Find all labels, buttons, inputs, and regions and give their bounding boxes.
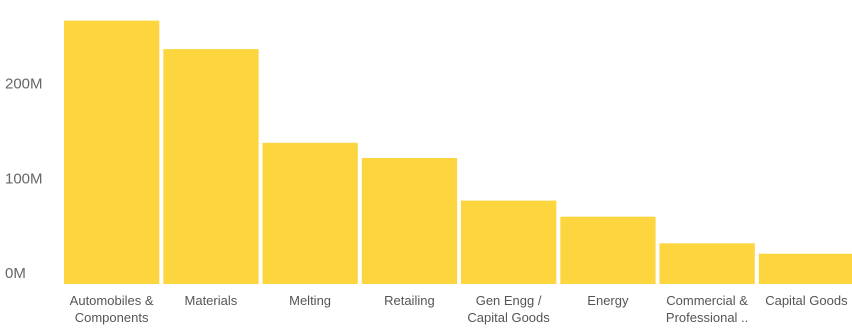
bar[interactable] bbox=[560, 216, 656, 284]
x-tick-label-line: Melting bbox=[289, 293, 331, 308]
bar[interactable] bbox=[659, 243, 755, 284]
x-tick-label: Melting bbox=[289, 293, 331, 308]
y-tick-label: 200M bbox=[5, 76, 43, 93]
y-axis: 0M 100M 200M bbox=[5, 76, 43, 283]
x-tick-label-line: Professional .. bbox=[666, 310, 748, 325]
x-tick-label: Materials bbox=[185, 293, 238, 308]
x-tick-label-line: Retailing bbox=[384, 293, 435, 308]
x-axis: Automobiles & Components Materials Melting R… bbox=[70, 293, 848, 325]
bar[interactable] bbox=[361, 158, 458, 284]
x-tick-label-line: Materials bbox=[185, 293, 238, 308]
y-tick-label: 100M bbox=[5, 170, 43, 187]
bars-group bbox=[64, 20, 852, 284]
x-tick-label: Capital Goods bbox=[765, 293, 848, 308]
x-tick-label-line: Capital Goods bbox=[467, 310, 550, 325]
x-tick-label: Gen Engg / Capital Goods bbox=[467, 293, 550, 325]
x-tick-label-line: Capital Goods bbox=[765, 293, 848, 308]
x-tick-label-line: Gen Engg / bbox=[476, 293, 542, 308]
bar[interactable] bbox=[461, 200, 557, 284]
x-tick-label-line: Energy bbox=[587, 293, 629, 308]
x-tick-label: Energy bbox=[587, 293, 629, 308]
x-tick-label: Retailing bbox=[384, 293, 435, 308]
x-tick-label-line: Automobiles & bbox=[70, 293, 154, 308]
bar[interactable] bbox=[64, 20, 160, 284]
x-tick-label: Commercial & Professional .. bbox=[666, 293, 748, 325]
x-tick-label-line: Commercial & bbox=[666, 293, 748, 308]
bar[interactable] bbox=[262, 142, 358, 284]
y-tick-label: 0M bbox=[5, 265, 26, 282]
x-tick-label-line: Components bbox=[75, 310, 149, 325]
bar[interactable] bbox=[758, 253, 852, 284]
bar[interactable] bbox=[163, 49, 259, 284]
x-tick-label: Automobiles & Components bbox=[70, 293, 154, 325]
